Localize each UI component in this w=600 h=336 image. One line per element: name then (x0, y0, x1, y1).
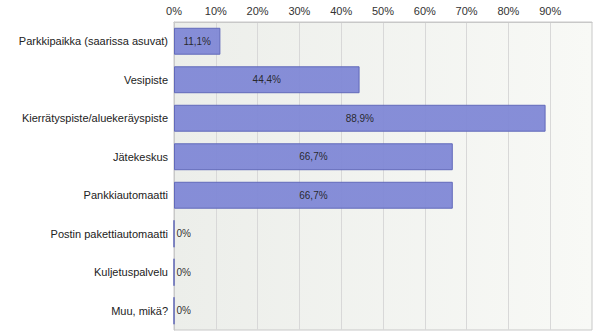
svg-text:Pankkiautomaatti: Pankkiautomaatti (84, 189, 168, 201)
svg-text:80%: 80% (497, 5, 519, 17)
svg-text:70%: 70% (456, 5, 478, 17)
svg-text:44,4%: 44,4% (253, 74, 281, 85)
svg-text:0%: 0% (177, 267, 192, 278)
svg-text:30%: 30% (288, 5, 310, 17)
svg-text:0%: 0% (177, 228, 192, 239)
svg-text:Muu, mikä?: Muu, mikä? (111, 305, 168, 317)
svg-text:0%: 0% (166, 5, 182, 17)
svg-text:20%: 20% (247, 5, 269, 17)
svg-text:Kierrätyspiste/aluekeräyspiste: Kierrätyspiste/aluekeräyspiste (22, 112, 168, 124)
svg-text:Vesipiste: Vesipiste (124, 74, 168, 86)
svg-text:88,9%: 88,9% (346, 113, 374, 124)
svg-text:0%: 0% (177, 305, 192, 316)
svg-text:Kuljetuspalvelu: Kuljetuspalvelu (94, 266, 168, 278)
svg-text:10%: 10% (205, 5, 227, 17)
svg-text:66,7%: 66,7% (299, 190, 327, 201)
svg-text:11,1%: 11,1% (183, 36, 211, 47)
svg-text:60%: 60% (414, 5, 436, 17)
svg-text:Postin pakettiautomaatti: Postin pakettiautomaatti (51, 228, 168, 240)
svg-text:40%: 40% (330, 5, 352, 17)
svg-text:66,7%: 66,7% (299, 151, 327, 162)
svg-text:50%: 50% (372, 5, 394, 17)
svg-text:Jätekeskus: Jätekeskus (113, 151, 169, 163)
svg-text:90%: 90% (539, 5, 561, 17)
svg-text:Parkkipaikka (saarissa asuvat): Parkkipaikka (saarissa asuvat) (19, 35, 168, 47)
